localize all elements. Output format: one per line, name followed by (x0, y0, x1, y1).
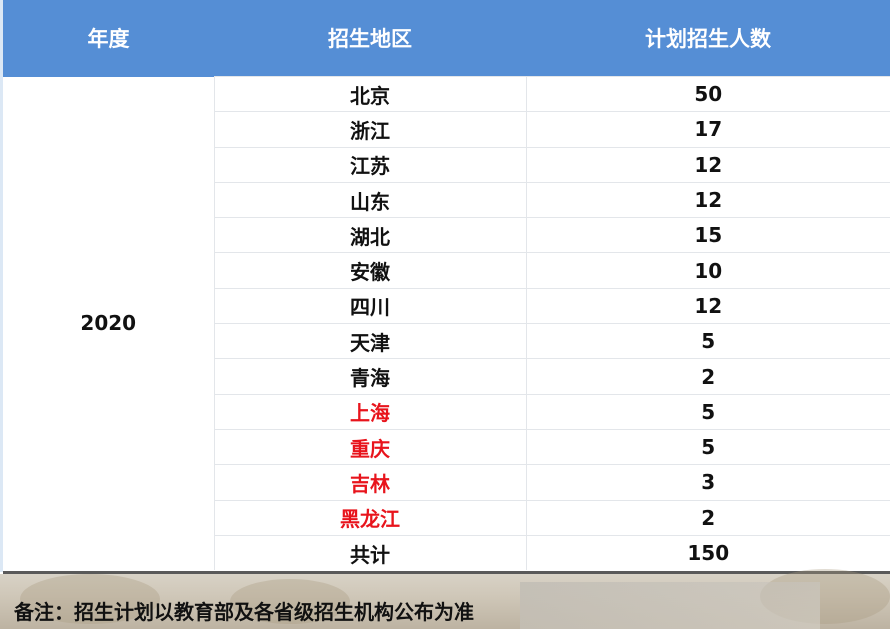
region-cell: 青海 (213, 358, 526, 395)
table-row: 四川 12 (3, 287, 890, 324)
table-row: 黑龙江 2 (3, 499, 890, 536)
count-cell: 10 (525, 252, 890, 289)
table-row: 天津 5 (3, 323, 890, 359)
region-cell: 上海 (213, 393, 526, 430)
footer-background-image (0, 569, 890, 629)
count-cell: 12 (525, 146, 890, 183)
table-bottom-rule (3, 571, 890, 574)
count-cell: 5 (525, 393, 890, 430)
table-row: 浙江 17 (3, 111, 890, 148)
count-cell: 50 (525, 75, 890, 112)
count-cell: 12 (525, 181, 890, 218)
table-header-row: 年度 招生地区 计划招生人数 (3, 0, 890, 77)
year-cell: 2020 (80, 311, 137, 336)
region-cell: 四川 (213, 287, 526, 324)
region-cell: 湖北 (213, 217, 526, 253)
count-cell: 12 (525, 287, 890, 324)
enrollment-plan-table: 年度 招生地区 计划招生人数 2020 北京 50 浙江 17 江苏 12 山东 12 湖北 15 安… (3, 0, 890, 571)
count-cell: 5 (525, 428, 890, 465)
table-row: 青海 2 (3, 358, 890, 395)
table-row: 重庆 5 (3, 428, 890, 465)
count-cell: 150 (525, 534, 890, 571)
table-row: 山东 12 (3, 181, 890, 218)
region-cell: 吉林 (213, 464, 526, 501)
region-cell: 江苏 (213, 146, 526, 183)
region-cell: 北京 (213, 75, 526, 112)
header-count: 计划招生人数 (526, 0, 890, 77)
table-row: 湖北 15 (3, 217, 890, 253)
left-edge (0, 0, 3, 572)
count-cell: 2 (525, 499, 890, 536)
region-cell: 黑龙江 (213, 499, 526, 536)
region-cell: 浙江 (213, 111, 526, 148)
count-cell: 15 (525, 217, 890, 253)
table-row: 2020 北京 50 (3, 75, 890, 335)
table-row: 江苏 12 (3, 146, 890, 183)
region-cell: 共计 (213, 534, 526, 571)
count-cell: 2 (525, 358, 890, 395)
region-cell: 山东 (213, 181, 526, 218)
count-cell: 3 (525, 464, 890, 501)
region-cell: 安徽 (213, 252, 526, 289)
table-row: 安徽 10 (3, 252, 890, 289)
count-cell: 5 (525, 323, 890, 359)
count-cell: 17 (525, 111, 890, 148)
header-region: 招生地区 (214, 0, 526, 77)
table-row: 共计 150 (3, 534, 890, 571)
region-cell: 重庆 (213, 428, 526, 465)
header-year: 年度 (3, 0, 214, 77)
table-row: 上海 5 (3, 393, 890, 430)
table-row: 吉林 3 (3, 464, 890, 501)
footnote: 备注：招生计划以教育部及各省级招生机构公布为准 (14, 600, 474, 624)
region-cell: 天津 (213, 323, 526, 359)
